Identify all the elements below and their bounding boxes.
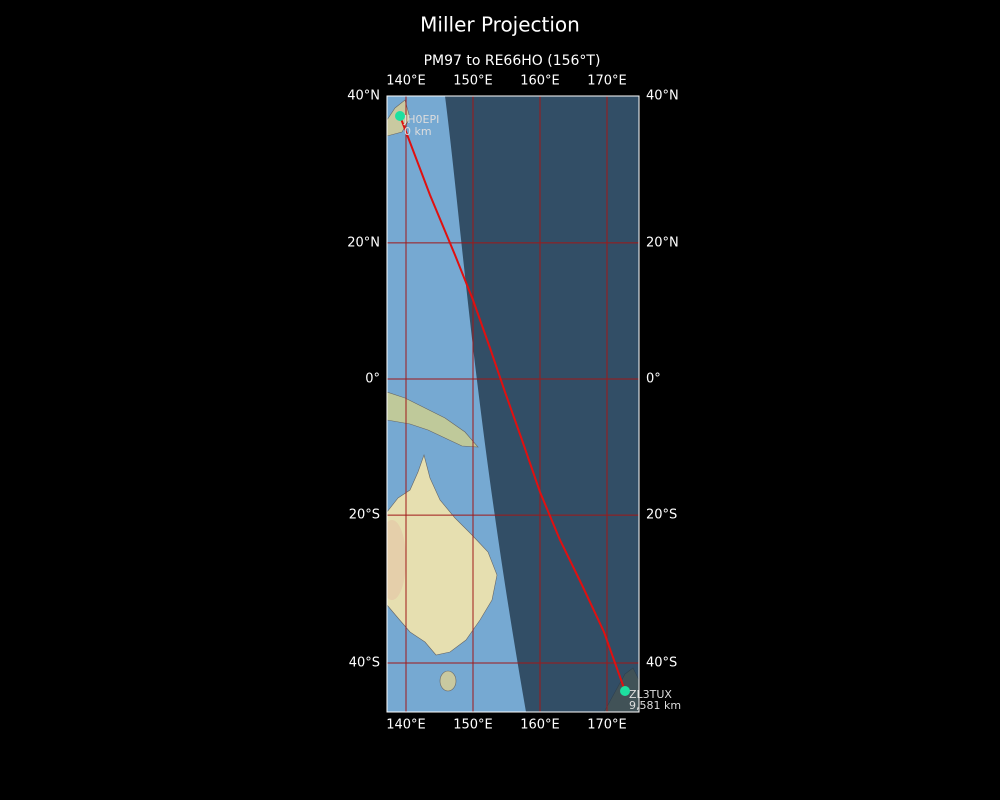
lat-tick-label-left: 0°: [365, 372, 380, 387]
lat-tick-label-right: 0°: [646, 372, 661, 387]
land-australia: [387, 453, 498, 656]
lat-tick-label-left: 40°N: [347, 89, 380, 104]
start-marker: [395, 111, 405, 121]
end-label: ZL3TUX: [629, 688, 672, 701]
lon-tick-label-top: 170°E: [587, 74, 627, 89]
great-circle-path: [399, 115, 626, 692]
land-tasmania: [439, 670, 457, 692]
ticks: 140°E 140°E 150°E 150°E 160°E 160°E 170°E 170°E…: [347, 74, 679, 733]
land-desert: [387, 520, 406, 600]
lon-tick-label-bottom: 160°E: [520, 718, 560, 733]
lon-tick-label-top: 160°E: [520, 74, 560, 89]
lon-tick-label-top: 150°E: [453, 74, 493, 89]
lat-tick-label-right: 20°N: [646, 235, 679, 250]
lon-tick-label-bottom: 170°E: [587, 718, 627, 733]
night-shade: [445, 96, 639, 712]
start-distance: 0 km: [404, 125, 432, 138]
lat-tick-label-left: 20°N: [347, 235, 380, 250]
lon-tick-label-bottom: 150°E: [453, 718, 493, 733]
end-distance: 9,581 km: [629, 699, 681, 712]
title: Miller Projection: [420, 13, 580, 37]
lon-tick-label-bottom: 140°E: [386, 718, 426, 733]
end-marker: [620, 686, 630, 696]
lat-tick-label-left: 20°S: [349, 508, 380, 523]
lat-tick-label-left: 40°S: [349, 655, 380, 670]
subtitle: PM97 to RE66HO (156°T): [424, 53, 601, 69]
lat-tick-label-right: 40°S: [646, 655, 677, 670]
grid: [387, 96, 639, 712]
lat-tick-label-right: 20°S: [646, 508, 677, 523]
start-label: JH0EPI: [403, 113, 439, 126]
map-area: [387, 96, 639, 712]
lat-tick-label-right: 40°N: [646, 89, 679, 104]
lon-tick-label-top: 140°E: [386, 74, 426, 89]
map-frame: [386, 95, 640, 713]
